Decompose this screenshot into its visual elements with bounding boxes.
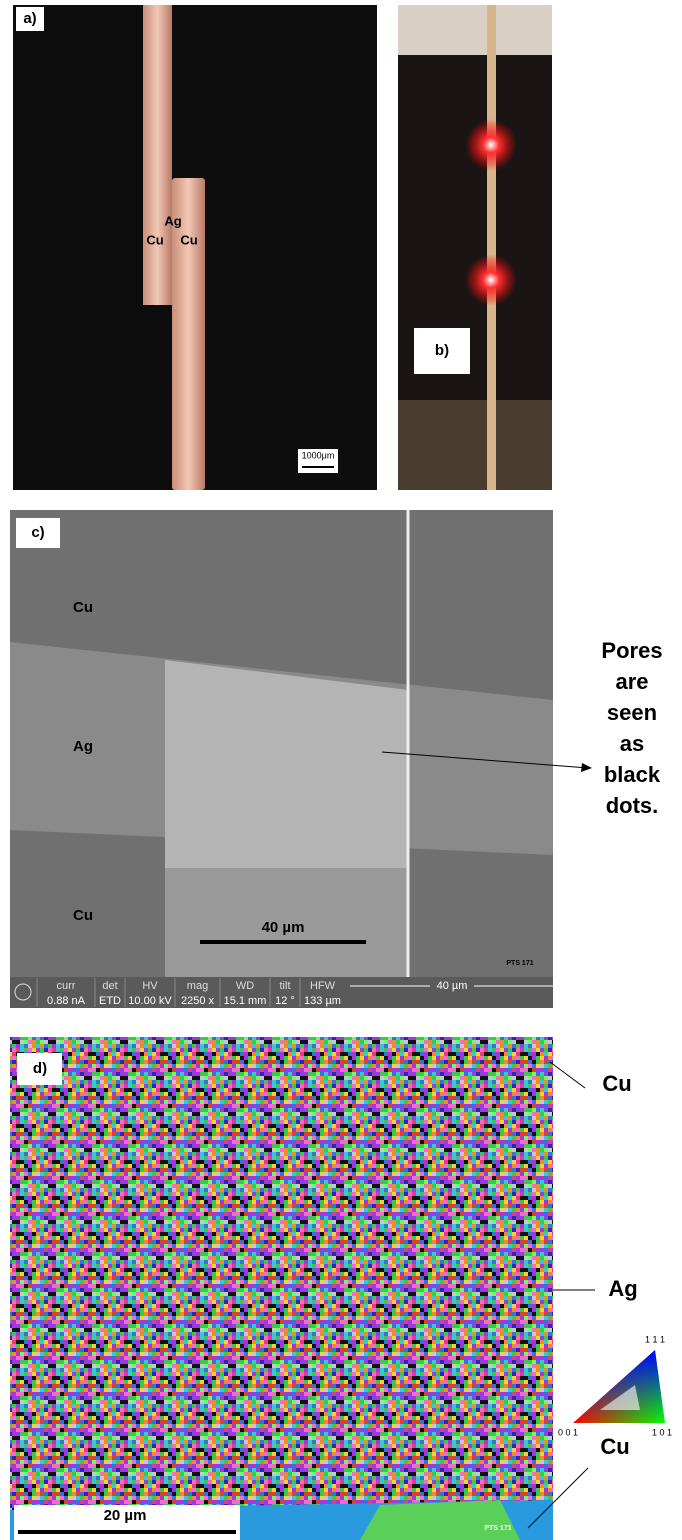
panel-label: d) (33, 1060, 47, 1077)
laser-spot (465, 254, 517, 306)
ipf-label: 0 0 1 (558, 1427, 578, 1437)
panel-label: a) (23, 10, 36, 27)
info-name: det (102, 980, 117, 992)
material-label: Ag (164, 213, 181, 228)
scale-bar-label: 1000μm (302, 450, 335, 460)
annotation-line: Pores (601, 638, 662, 663)
figure: a) Ag Cu Cu 1000μm b) c) Cu Ag Cu 40 µm … (0, 0, 682, 1540)
sample-rod (487, 5, 496, 490)
info-name: mag (187, 980, 208, 992)
info-name: HV (142, 980, 158, 992)
sample-id: PTS 171 (484, 1525, 511, 1532)
layer-label: Cu (73, 907, 93, 924)
ipf-label: 1 0 1 (652, 1427, 672, 1437)
base (398, 400, 552, 490)
annotation-line: seen (607, 700, 657, 725)
info-value: 133 µm (304, 995, 341, 1007)
info-value: 0.88 nA (47, 995, 86, 1007)
annotation-line: are (615, 669, 648, 694)
laser-spot (465, 119, 517, 171)
info-name: HFW (310, 980, 336, 992)
page: {"panel_a": {"label": "a)", "center_labe… (0, 0, 682, 1540)
panel-label: b) (435, 342, 449, 359)
ebsd-map (10, 1037, 553, 1540)
layer-label: Ag (608, 1276, 637, 1301)
scale-bar-label: 40 µm (262, 919, 305, 936)
info-value: 10.00 kV (128, 995, 172, 1007)
info-name: tilt (280, 980, 291, 992)
polished-region (165, 660, 408, 880)
info-value: 15.1 mm (224, 995, 267, 1007)
panel-a: a) Ag Cu Cu 1000μm (13, 5, 377, 490)
panel-b: b) (398, 5, 552, 490)
scale-bar-label: 20 µm (104, 1507, 147, 1524)
ipf-label: 1 1 1 (645, 1334, 665, 1344)
ipf-key (573, 1350, 665, 1423)
material-label: Cu (180, 232, 197, 247)
info-scale-label: 40 µm (437, 980, 468, 992)
panel-c: c) Cu Ag Cu 40 µm PTS 171 curr 0.88 nA det… (10, 510, 663, 1008)
info-name: curr (57, 980, 76, 992)
material-label: Cu (146, 232, 163, 247)
info-value: 12 ° (275, 995, 295, 1007)
info-name: WD (236, 980, 254, 992)
annotation: Pores are seen as black dots. (601, 638, 662, 818)
cu-grains (360, 1500, 520, 1540)
annotation-line: black (604, 762, 661, 787)
layer-label: Ag (73, 738, 93, 755)
pointer-line (550, 1062, 585, 1088)
info-value: ETD (99, 995, 121, 1007)
body: a) Ag Cu Cu 1000μm b) c) Cu Ag Cu 40 µm … (0, 0, 682, 1540)
sample-id: PTS 171 (506, 960, 533, 967)
annotation-line: dots. (606, 793, 659, 818)
layer-label: Cu (73, 599, 93, 616)
clamp (398, 5, 552, 55)
layer-label: Cu (602, 1071, 631, 1096)
panel-d: d) 20 µm PTS 171 Cu Ag Cu 1 1 1 0 0 1 1 … (10, 1037, 672, 1540)
arrowhead (581, 763, 592, 772)
copper-bar (143, 5, 172, 305)
panel-label: c) (31, 524, 44, 541)
info-value: 2250 x (181, 995, 215, 1007)
layer-label: Cu (600, 1434, 629, 1459)
annotation-line: as (620, 731, 644, 756)
